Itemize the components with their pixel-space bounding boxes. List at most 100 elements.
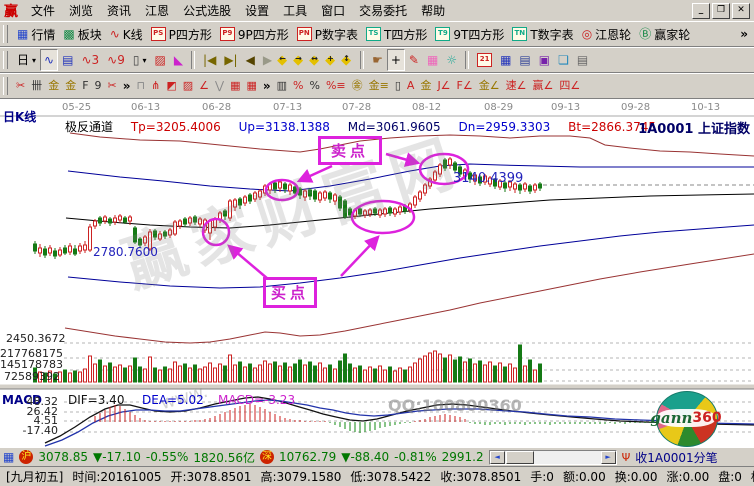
a-wave-button[interactable]: A [404,75,418,97]
expand-both-button[interactable]: ◆ ↔ [308,51,324,69]
menu-item-3[interactable]: 江恩 [145,4,170,18]
menu-item-7[interactable]: 窗口 [321,4,346,18]
gold-tool-button[interactable]: 金 [417,75,434,97]
kline-button[interactable]: ∿ K线 [106,23,147,45]
menu-item-6[interactable]: 工具 [283,4,308,18]
mark-pen-button[interactable]: ✎ [405,49,423,71]
calendar-button[interactable]: 21 [473,49,496,71]
frame-tool-button[interactable]: ⊓ [134,75,149,97]
scroll-right-button[interactable]: ► [600,450,616,464]
toolbar-overflow-chevron[interactable]: » [262,79,271,93]
t-square-button[interactable]: TS T四方形 [362,23,431,45]
menu-item-2[interactable]: 资讯 [107,4,132,18]
menu-item-4[interactable]: 公式选股 [183,4,232,18]
gold-grid-2-button[interactable]: 金 [62,75,79,97]
pct-tool-button[interactable]: % [307,75,323,97]
gann-wheel-button[interactable]: ◎ 江恩轮 [578,23,636,45]
t9-square-button[interactable]: T9 9T四方形 [431,23,508,45]
pct-lines-button[interactable]: %≡ [323,75,349,97]
gold-lines-button[interactable]: 金≡ [366,75,392,97]
angle-line-button[interactable]: ∠ [196,75,212,97]
dropdown-arrow-icon[interactable]: ▾ [142,55,147,65]
pct-tool-icon: % [309,79,320,92]
quote-table-icon[interactable]: ▦ [3,450,15,464]
page-prev-button[interactable]: ◀ [242,49,259,71]
scrollbar-thumb[interactable] [505,450,534,464]
speed-angle-button[interactable]: 速∠ [503,75,530,97]
nine-grid-button[interactable]: 9 [92,75,105,97]
shrink-x-button[interactable]: ◆ ← [276,51,292,69]
gold-angle-button[interactable]: 金∠ [476,75,503,97]
p9-square-button[interactable]: P9 9P四方形 [216,23,293,45]
menu-item-9[interactable]: 帮助 [421,4,446,18]
color-bars-button[interactable]: ◣ [170,49,187,71]
toolbar-grip[interactable] [3,77,8,95]
wave-9-button[interactable]: ∿9 [103,49,129,71]
horizontal-scrollbar[interactable]: ◄ ► [488,449,617,465]
restore-button[interactable]: ❐ [712,2,730,19]
t-digits-button[interactable]: TN T数字表 [508,23,577,45]
info-report-button[interactable]: ▤ [58,49,77,71]
cut-tool-button[interactable]: ✂ [13,75,28,97]
gann-fan-square-button[interactable]: ▨ [180,75,196,97]
toolbar-grip[interactable] [3,25,8,43]
gann-fan-button[interactable]: ⋔ [148,75,163,97]
toolbar-overflow-chevron[interactable]: » [740,27,748,41]
candle-style-button[interactable]: ▯ ▾ [129,49,151,71]
tick-feed-label[interactable]: 收1A0001分笔 [635,450,718,465]
snapshot-button[interactable]: ❏ [554,49,573,71]
menu-item-5[interactable]: 设置 [245,4,270,18]
go-last-button[interactable]: ▶| [220,49,241,71]
toolbar-overflow-chevron[interactable]: » [122,79,131,93]
cut-tool-2-button[interactable]: ✂ [105,75,120,97]
gann-grid-button[interactable]: ▦ [227,75,243,97]
scroll-left-button[interactable]: ◄ [489,450,505,464]
zigzag-line-button[interactable]: ⋁ [212,75,227,97]
expand-y-button[interactable]: ◆ ↕ [340,51,356,69]
menu-item-8[interactable]: 交易委托 [359,4,408,18]
gann-grid-shift-button[interactable]: ▦ [243,75,259,97]
quotes-button[interactable]: ▦ 行情 [13,23,59,45]
gold-circle-button[interactable]: ㊎ [349,75,366,97]
candle-pen-button[interactable]: ▯ [392,75,404,97]
f-grid-button[interactable]: F [79,75,91,97]
gold-grid-2-icon: 金 [65,79,77,92]
gold-grid-1-button[interactable]: 金 [45,75,62,97]
overlay-curve-button[interactable]: ∿ [40,49,59,71]
winner-wheel-button[interactable]: Ⓑ 赢家轮 [635,23,694,45]
crosshair-tool-button[interactable]: + [386,49,405,71]
expand-x-button[interactable]: ◆ → [292,51,308,69]
dropdown-arrow-icon[interactable]: ▾ [32,55,37,65]
kline-chart-canvas[interactable] [0,99,754,447]
grid-comb-button[interactable]: 卌 [28,75,45,97]
f-angle-button[interactable]: F∠ [454,75,476,97]
indicator-hatch-button[interactable]: ▨ [150,49,169,71]
toolbar-grip[interactable] [3,51,8,69]
menu-item-0[interactable]: 文件 [31,4,56,18]
page-next-button[interactable]: ▶ [259,49,276,71]
menu-item-1[interactable]: 浏览 [69,4,94,18]
pink-grid-tool-button[interactable]: ▦ [423,49,442,71]
calculator-button[interactable]: ▦ [496,49,515,71]
chart-area[interactable]: 赢家财富网 www. 日K线 05-25 06-13 06-28 07-13 07-28… [0,99,754,447]
four-angle-button[interactable]: 四∠ [556,75,583,97]
go-first-button[interactable]: |◀ [199,49,220,71]
compress-all-button[interactable]: ◆ + [324,51,340,69]
memo-button[interactable]: ▤ [515,49,534,71]
bars-tool-button[interactable]: ▥ [274,75,290,97]
save-button[interactable]: ▣ [535,49,554,71]
pct-strike-button[interactable]: % [290,75,306,97]
win-angle-button[interactable]: 赢∠ [530,75,557,97]
j-angle-button[interactable]: J∠ [434,75,453,97]
sectors-button[interactable]: ▩ 板块 [59,23,105,45]
gann-fan-box-button[interactable]: ◩ [163,75,179,97]
cycle-tool-button[interactable]: ☼ [442,49,461,71]
wave-3-button[interactable]: ∿3 [77,49,103,71]
period-daily-button[interactable]: 日 ▾ [13,49,40,71]
minimize-button[interactable]: _ [692,2,710,19]
p-digits-button[interactable]: PN P数字表 [293,23,362,45]
close-button[interactable]: ✕ [732,2,750,19]
printer-button[interactable]: ▤ [573,49,592,71]
hand-tool-button[interactable]: ☛ [368,49,387,71]
p-square-button[interactable]: PS P四方形 [147,23,216,45]
